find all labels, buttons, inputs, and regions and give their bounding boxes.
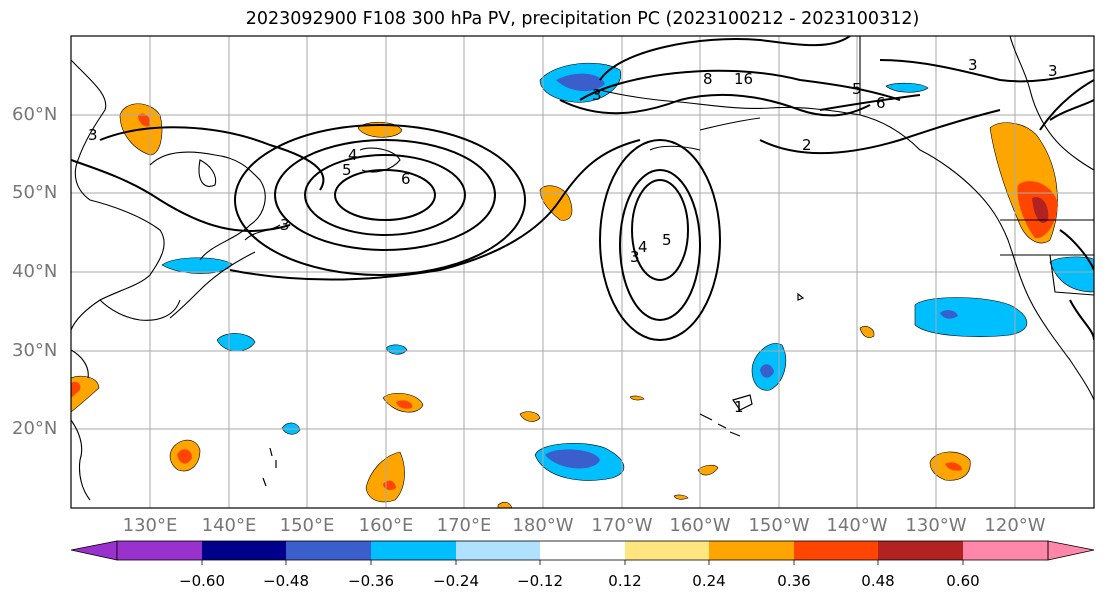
plot-frame [70, 35, 1095, 509]
lon-label: 170°W [591, 515, 653, 536]
contour-label: 1 [734, 398, 744, 416]
islands [262, 292, 805, 487]
lon-label: 150°E [279, 515, 335, 536]
lon-label: 140°W [826, 515, 888, 536]
colorbar-tick-label: 0.48 [861, 572, 895, 590]
lon-label: 130°E [122, 515, 178, 536]
lat-label: 50°N [12, 182, 58, 203]
colorbar-tick-label: 0.24 [692, 572, 726, 590]
lon-label: 140°E [201, 515, 257, 536]
contour-label: 3 [1048, 62, 1058, 80]
lat-label: 60°N [12, 104, 58, 125]
lon-label: 180°W [512, 515, 574, 536]
contour-label: 3 [592, 86, 602, 104]
colorbar [70, 540, 1095, 565]
contour-label: 6 [876, 94, 886, 112]
lon-label: 150°W [748, 515, 810, 536]
contour-label: 4 [638, 238, 648, 256]
colorbar-tick-label: −0.24 [433, 572, 479, 590]
lon-label: 160°E [358, 515, 414, 536]
contour-label: 6 [401, 170, 411, 188]
colorbar-tick-label: −0.36 [348, 572, 394, 590]
contour-label: 3 [88, 126, 98, 144]
contour-label: 3 [630, 248, 640, 266]
contour-label: 5 [342, 161, 352, 179]
colorbar-tick-label: −0.48 [263, 572, 309, 590]
contour-label-group: 6 5 4 3 3 5 4 3 2 8 16 5 6 3 3 3 1 [88, 56, 1058, 416]
contour-label: 8 [703, 70, 713, 88]
contour-label: 16 [734, 70, 753, 88]
lon-label: 160°W [669, 515, 731, 536]
map-title: 2023092900 F108 300 hPa PV, precipitatio… [245, 9, 920, 29]
colorbar-tick-label: 0.12 [608, 572, 642, 590]
coastlines [71, 36, 1094, 501]
contour-label: 4 [348, 146, 358, 164]
lon-label: 130°W [905, 515, 967, 536]
colorbar-tick-label: 0.60 [946, 572, 980, 590]
colorbar-tick-label: −0.12 [517, 572, 563, 590]
colorbar-tick-label: 0.36 [777, 572, 811, 590]
contour-label: 3 [280, 216, 290, 234]
lat-label: 40°N [12, 261, 58, 282]
contour-label: 5 [662, 231, 672, 249]
contour-label: 2 [802, 136, 812, 154]
colorbar-tick-label: −0.60 [179, 572, 225, 590]
graticule [71, 36, 1094, 508]
contour-label: 3 [968, 56, 978, 74]
lon-label: 170°E [436, 515, 492, 536]
lat-label: 20°N [12, 418, 58, 439]
contour-label: 5 [852, 80, 862, 98]
lat-label: 30°N [12, 340, 58, 361]
pv-contours [71, 36, 1094, 341]
lon-label: 120°W [984, 515, 1046, 536]
precip-shading [71, 62, 1094, 508]
